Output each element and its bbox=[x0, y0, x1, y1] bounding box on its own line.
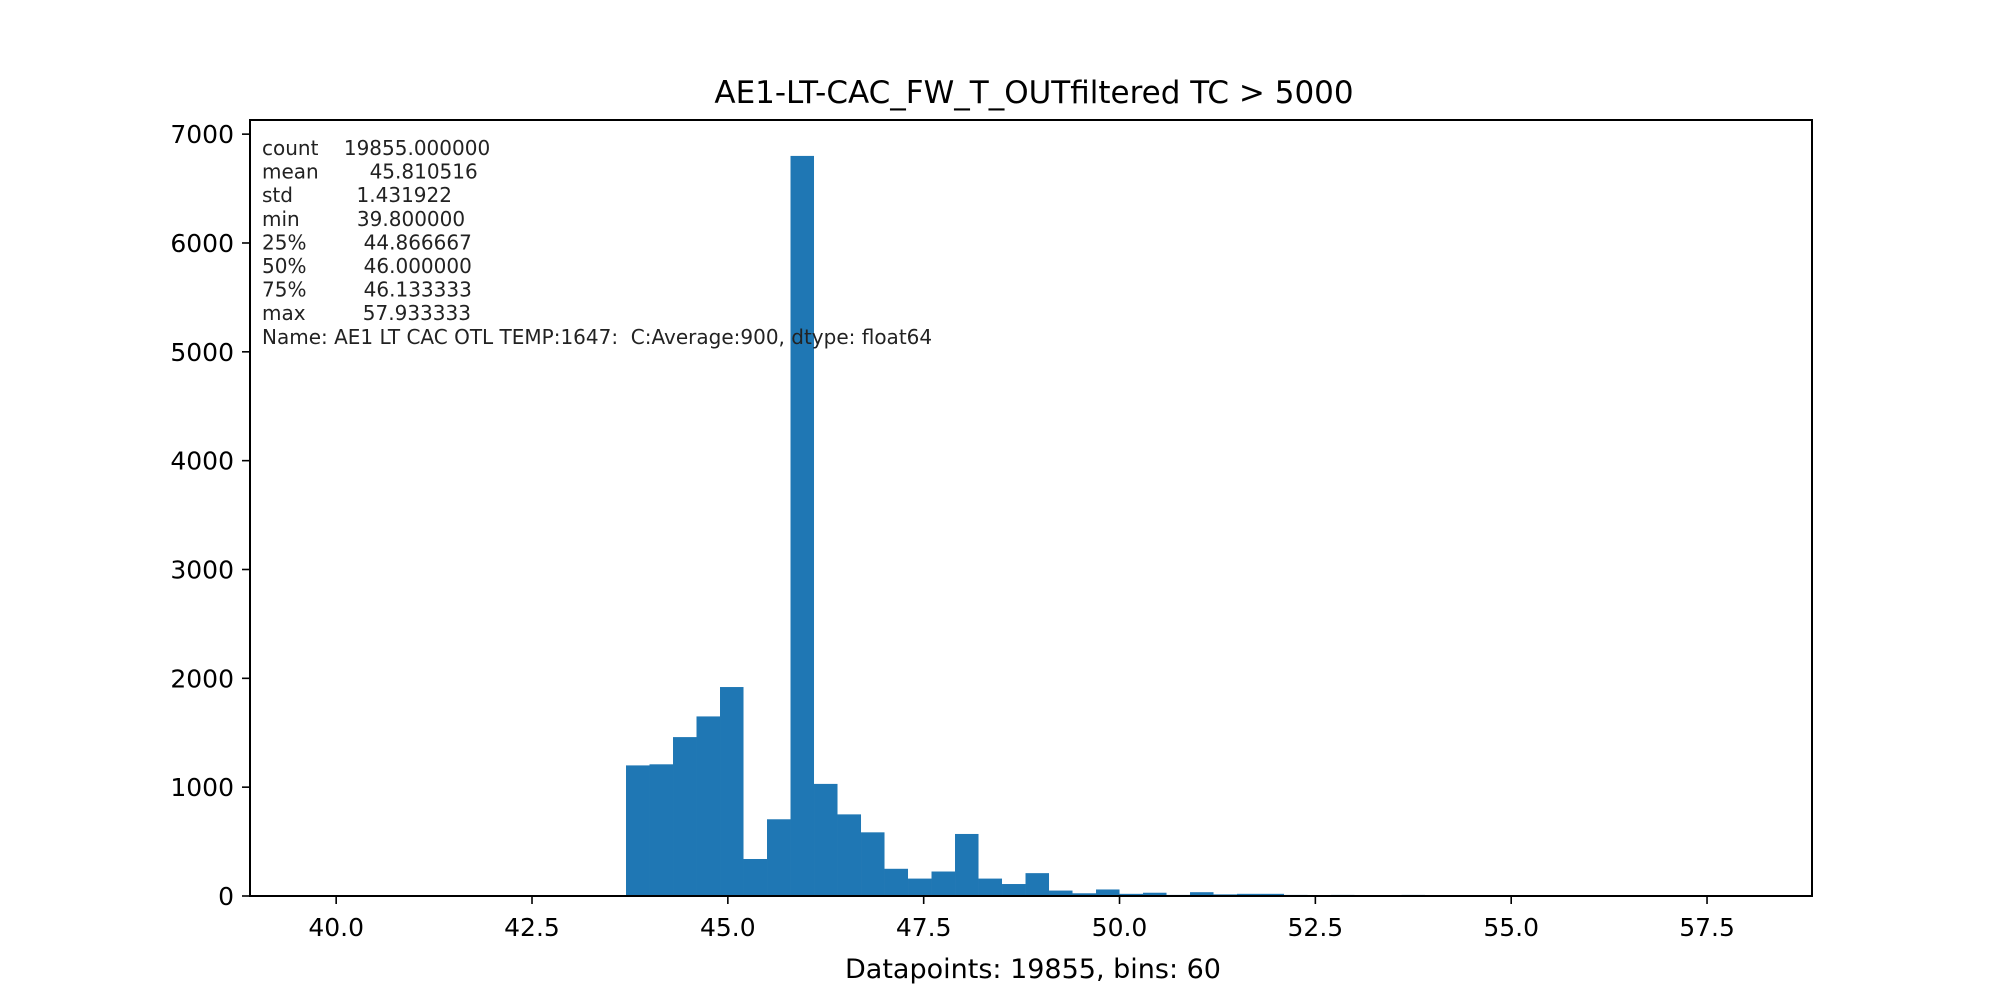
y-axis: 0 1000 2000 3000 4000 5000 6000 7000 bbox=[170, 120, 250, 911]
y-tick-label-4: 4000 bbox=[170, 447, 234, 476]
histogram-bar-8 bbox=[814, 783, 838, 896]
histogram-bar-7 bbox=[790, 155, 815, 897]
x-tick-label-6: 55.0 bbox=[1483, 913, 1539, 942]
histogram-bar-13 bbox=[931, 871, 956, 896]
stats-line-7: max 57.933333 bbox=[262, 301, 471, 325]
x-tick-label-5: 52.5 bbox=[1288, 913, 1344, 942]
x-tick-label-7: 57.5 bbox=[1679, 913, 1735, 942]
y-tick-label-5: 5000 bbox=[170, 338, 234, 367]
histogram-bar-24 bbox=[1190, 892, 1214, 896]
histogram-bar-17 bbox=[1025, 873, 1050, 896]
x-tick-label-1: 42.5 bbox=[504, 913, 560, 942]
y-tick-label-0: 0 bbox=[218, 882, 234, 911]
histogram-bar-9 bbox=[837, 814, 862, 896]
histogram-bar-16 bbox=[1002, 884, 1026, 896]
histogram-bar-22 bbox=[1143, 892, 1167, 896]
y-tick-label-3: 3000 bbox=[170, 555, 234, 584]
histogram-bar-27 bbox=[1260, 893, 1285, 896]
y-tick-label-1: 1000 bbox=[170, 773, 234, 802]
histogram-bar-1 bbox=[649, 764, 674, 896]
stats-line-5: 50% 46.000000 bbox=[262, 254, 472, 278]
y-tick-label-7: 7000 bbox=[170, 120, 234, 149]
plot-frame bbox=[249, 119, 1813, 897]
x-tick-label-4: 50.0 bbox=[1092, 913, 1148, 942]
histogram-bar-14 bbox=[955, 833, 979, 896]
histogram-bar-4 bbox=[720, 687, 744, 896]
histogram-bar-11 bbox=[884, 868, 909, 896]
x-tick-label-0: 40.0 bbox=[308, 913, 364, 942]
stats-line-3: min 39.800000 bbox=[262, 207, 465, 231]
histogram-bar-26 bbox=[1237, 893, 1261, 896]
stats-line-2: std 1.431922 bbox=[262, 183, 452, 207]
x-tick-label-3: 47.5 bbox=[896, 913, 952, 942]
histogram-bar-21 bbox=[1119, 893, 1144, 896]
chart-title: AE1-LT-CAC_FW_T_OUTfiltered TC > 5000 bbox=[714, 75, 1353, 111]
histogram-bars bbox=[626, 155, 1739, 897]
histogram-bar-10 bbox=[861, 832, 885, 896]
histogram-bar-6 bbox=[767, 819, 791, 896]
histogram-bar-20 bbox=[1096, 889, 1120, 896]
histogram-bar-0 bbox=[626, 765, 650, 896]
histogram-bar-3 bbox=[696, 716, 721, 896]
histogram-bar-15 bbox=[978, 878, 1003, 896]
y-tick-label-2: 2000 bbox=[170, 664, 234, 693]
histogram-bar-12 bbox=[908, 878, 932, 896]
histogram-bar-5 bbox=[743, 858, 768, 896]
x-tick-label-2: 45.0 bbox=[700, 913, 756, 942]
x-axis: 40.0 42.5 45.0 47.5 50.0 52.5 55.0 57.5 bbox=[308, 896, 1735, 942]
histogram-bar-2 bbox=[673, 737, 697, 896]
histogram-bar-18 bbox=[1049, 890, 1073, 896]
histogram-bar-19 bbox=[1072, 893, 1097, 896]
stats-line-4: 25% 44.866667 bbox=[262, 230, 472, 254]
stats-line-0: count 19855.000000 bbox=[262, 136, 490, 160]
stats-line-6: 75% 46.133333 bbox=[262, 278, 472, 302]
stats-line-8: Name: AE1 LT CAC OTL TEMP:1647: C:Averag… bbox=[262, 325, 932, 349]
stats-line-1: mean 45.810516 bbox=[262, 160, 478, 184]
y-tick-label-6: 6000 bbox=[170, 229, 234, 258]
x-axis-label: Datapoints: 19855, bins: 60 bbox=[845, 954, 1221, 985]
